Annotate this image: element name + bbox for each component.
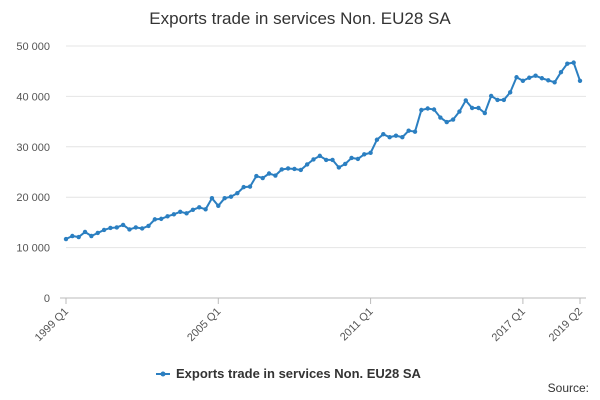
x-tick-label: 2005 Q1 <box>185 306 223 344</box>
point <box>311 157 316 162</box>
source: Source: <box>548 381 589 395</box>
point <box>425 106 430 111</box>
point <box>247 184 253 189</box>
point <box>190 207 196 212</box>
point <box>431 107 437 112</box>
point <box>266 171 272 176</box>
point <box>501 97 507 103</box>
point <box>178 209 183 215</box>
point <box>171 212 177 217</box>
point <box>533 73 538 78</box>
point <box>565 61 570 66</box>
point <box>527 75 532 80</box>
y-tick-label: 20 000 <box>16 192 50 204</box>
x-tick-label: 2011 Q1 <box>338 306 376 344</box>
point <box>469 105 475 111</box>
point <box>362 152 367 157</box>
point <box>438 115 443 120</box>
point <box>571 60 576 65</box>
point <box>444 119 449 125</box>
point <box>101 227 107 233</box>
point <box>488 93 494 99</box>
x-tick-label: 1999 Q1 <box>33 306 71 344</box>
point <box>330 157 335 163</box>
point <box>450 117 456 122</box>
point <box>235 190 240 196</box>
point <box>343 161 348 167</box>
point <box>476 105 481 111</box>
point <box>216 203 221 208</box>
point <box>292 166 297 172</box>
point <box>273 173 278 178</box>
point <box>197 205 202 210</box>
point <box>507 90 513 95</box>
point <box>495 97 500 103</box>
point <box>463 98 468 103</box>
point <box>260 175 265 181</box>
point <box>152 217 158 222</box>
series-line <box>65 61 581 240</box>
point <box>120 222 126 228</box>
point <box>412 129 418 134</box>
point <box>279 167 284 172</box>
point <box>127 227 132 232</box>
x-tick-label: 2017 Q1 <box>490 306 528 344</box>
point <box>95 230 100 236</box>
point <box>419 107 424 113</box>
point <box>158 216 164 222</box>
point <box>133 225 139 230</box>
point <box>393 133 399 138</box>
point <box>387 135 392 140</box>
y-tick-label: 50 000 <box>16 41 50 53</box>
point <box>355 156 361 162</box>
point <box>70 233 75 239</box>
point <box>374 137 380 142</box>
point <box>323 157 329 163</box>
point <box>108 225 113 231</box>
legend-marker <box>160 371 166 377</box>
point <box>222 196 227 201</box>
point <box>228 194 234 199</box>
point <box>482 110 488 116</box>
point <box>76 234 81 240</box>
y-tick-label: 0 <box>44 293 50 305</box>
point <box>381 132 386 137</box>
point <box>406 128 411 133</box>
chart-title: Exports trade in services Non. EU28 SA <box>149 9 451 28</box>
point <box>285 166 291 171</box>
legend-label: Exports trade in services Non. EU28 SA <box>176 366 422 381</box>
y-tick-label: 10 000 <box>16 243 50 255</box>
point <box>184 211 189 216</box>
point <box>368 150 373 156</box>
y-tick-label: 40 000 <box>16 91 50 103</box>
point <box>317 153 323 159</box>
point <box>514 75 519 80</box>
point <box>203 207 208 212</box>
point <box>241 184 246 190</box>
x-tick-label: 2019 Q2 <box>547 306 585 344</box>
point <box>457 109 462 114</box>
y-tick-label: 30 000 <box>16 142 50 154</box>
point <box>139 226 145 231</box>
point <box>165 214 170 219</box>
point <box>89 233 94 239</box>
point <box>546 78 551 83</box>
point <box>400 135 405 140</box>
point <box>558 70 564 75</box>
point <box>520 78 526 83</box>
point <box>577 78 583 83</box>
point <box>552 80 557 85</box>
point <box>209 196 215 201</box>
point <box>304 162 310 167</box>
point <box>298 167 303 173</box>
point <box>146 223 151 229</box>
point <box>349 155 354 161</box>
point <box>539 76 545 81</box>
point <box>114 225 119 230</box>
point <box>254 173 259 179</box>
point <box>336 165 342 170</box>
point <box>82 229 88 235</box>
point <box>63 236 69 242</box>
